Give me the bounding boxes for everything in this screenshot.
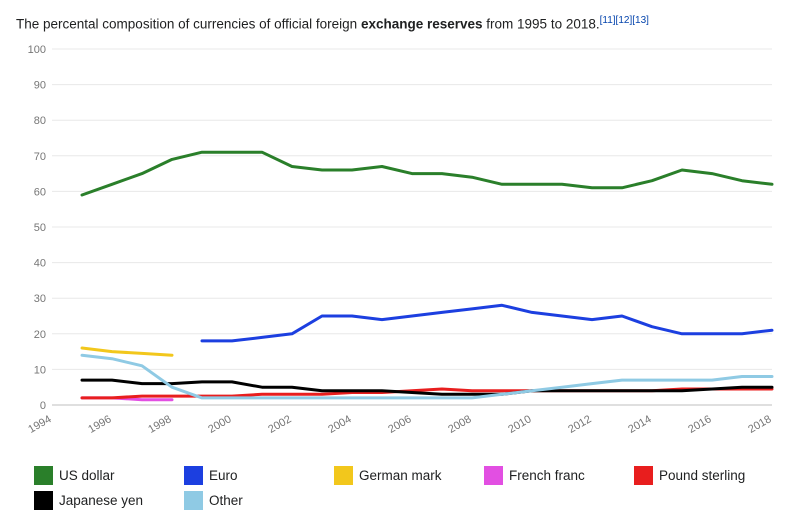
svg-text:0: 0 <box>40 400 46 412</box>
svg-text:2004: 2004 <box>326 413 353 436</box>
legend-label: German mark <box>359 468 442 483</box>
legend-swatch <box>184 491 203 510</box>
legend-label: Pound sterling <box>659 468 745 483</box>
legend-label: Japanese yen <box>59 493 143 508</box>
svg-text:100: 100 <box>28 44 46 56</box>
legend-item[interactable]: Other <box>184 488 334 513</box>
svg-text:2008: 2008 <box>446 413 473 436</box>
svg-text:40: 40 <box>34 257 46 269</box>
legend-swatch <box>184 466 203 485</box>
legend-label: US dollar <box>59 468 115 483</box>
ref-link[interactable]: [11] <box>600 15 616 26</box>
svg-text:2012: 2012 <box>566 413 593 436</box>
svg-text:60: 60 <box>34 186 46 198</box>
legend-item[interactable]: US dollar <box>34 463 184 488</box>
series-line <box>82 152 772 195</box>
svg-text:2016: 2016 <box>686 413 713 436</box>
svg-text:1994: 1994 <box>26 413 53 436</box>
legend-swatch <box>334 466 353 485</box>
title-bold: exchange reserves <box>361 17 483 32</box>
line-chart: 0 10 20 30 40 50 60 70 80 90 100 1994 1996 1998 2000 20… <box>16 41 784 459</box>
title-post: from 1995 to 2018. <box>483 17 600 32</box>
legend-label: Euro <box>209 468 238 483</box>
ref-link[interactable]: [13] <box>632 15 649 26</box>
ref-link[interactable]: [12] <box>616 15 633 26</box>
svg-text:80: 80 <box>34 115 46 127</box>
legend-swatch <box>634 466 653 485</box>
chart-svg: 0 10 20 30 40 50 60 70 80 90 100 1994 1996 1998 2000 20… <box>16 41 784 459</box>
legend-item[interactable]: Euro <box>184 463 334 488</box>
title-pre: The percental composition of currencies … <box>16 17 361 32</box>
svg-text:2000: 2000 <box>206 413 233 436</box>
svg-text:2014: 2014 <box>626 413 653 436</box>
series-line <box>82 348 172 355</box>
svg-text:2018: 2018 <box>746 413 773 436</box>
svg-text:50: 50 <box>34 222 46 234</box>
svg-text:90: 90 <box>34 79 46 91</box>
refs: [11][12][13] <box>600 14 649 26</box>
svg-text:1996: 1996 <box>86 413 113 436</box>
legend-item[interactable]: Japanese yen <box>34 488 184 513</box>
svg-text:20: 20 <box>34 329 46 341</box>
legend-label: Other <box>209 493 243 508</box>
svg-text:1998: 1998 <box>146 413 173 436</box>
legend-label: French franc <box>509 468 585 483</box>
svg-text:2010: 2010 <box>506 413 533 436</box>
legend-item[interactable]: French franc <box>484 463 634 488</box>
legend-swatch <box>34 491 53 510</box>
svg-text:2006: 2006 <box>386 413 413 436</box>
legend-swatch <box>34 466 53 485</box>
svg-text:70: 70 <box>34 151 46 163</box>
chart-title: The percental composition of currencies … <box>16 12 784 35</box>
svg-text:30: 30 <box>34 293 46 305</box>
svg-text:10: 10 <box>34 364 46 376</box>
legend-item[interactable]: Pound sterling <box>634 463 784 488</box>
svg-text:2002: 2002 <box>266 413 293 436</box>
legend-item[interactable]: German mark <box>334 463 484 488</box>
legend-swatch <box>484 466 503 485</box>
series-line <box>202 305 772 341</box>
legend: US dollar Euro German mark French franc Poun… <box>16 459 784 517</box>
